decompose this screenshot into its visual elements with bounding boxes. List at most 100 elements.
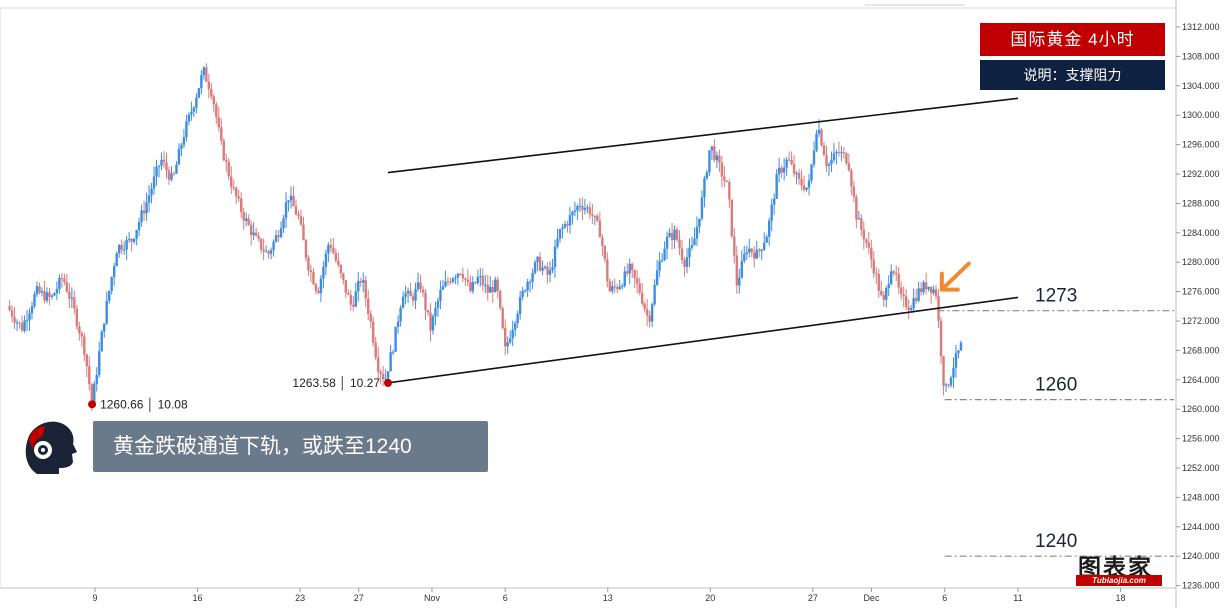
candle-body bbox=[187, 114, 191, 122]
candlestick-series bbox=[8, 63, 963, 412]
candle-body bbox=[690, 245, 694, 248]
candle-body bbox=[591, 214, 594, 216]
candle-body bbox=[25, 320, 29, 322]
candle-body bbox=[645, 309, 649, 316]
candle-body bbox=[563, 224, 567, 228]
candle-body bbox=[130, 238, 133, 242]
candle-body bbox=[573, 210, 577, 212]
candle-body bbox=[322, 266, 325, 279]
candle-body bbox=[787, 159, 791, 161]
candle-body bbox=[456, 273, 460, 278]
candle-body bbox=[650, 304, 654, 322]
candle-body bbox=[820, 129, 823, 146]
candle-body bbox=[728, 182, 731, 200]
candle-body bbox=[292, 195, 295, 207]
candle-body bbox=[127, 238, 131, 240]
candle-body bbox=[416, 282, 420, 290]
candle-body bbox=[53, 293, 56, 296]
candle-body bbox=[626, 271, 629, 274]
candle-body bbox=[770, 204, 773, 221]
candle-body bbox=[504, 328, 507, 347]
y-tick-label: 1260.000 bbox=[1182, 404, 1220, 414]
candle-body bbox=[379, 371, 382, 374]
candle-body bbox=[518, 296, 522, 314]
candle-body bbox=[421, 289, 425, 293]
candle-body bbox=[658, 261, 661, 271]
candle-body bbox=[720, 162, 724, 177]
candle-body bbox=[120, 244, 123, 250]
candle-body bbox=[122, 249, 126, 251]
y-tick-label: 1288.000 bbox=[1182, 198, 1220, 208]
candle-body bbox=[202, 67, 206, 76]
candle-body bbox=[476, 277, 480, 283]
candle-body bbox=[882, 295, 885, 300]
candle-body bbox=[115, 253, 118, 267]
candle-body bbox=[337, 260, 340, 265]
candle-body bbox=[15, 322, 19, 324]
candle-body bbox=[730, 199, 734, 237]
candle-body bbox=[155, 166, 158, 177]
candle-body bbox=[157, 165, 161, 167]
candle-body bbox=[571, 211, 574, 216]
x-tick-label: 23 bbox=[295, 593, 305, 603]
candle-body bbox=[558, 228, 562, 239]
candle-body bbox=[30, 306, 34, 314]
x-tick-label: 6 bbox=[503, 593, 508, 603]
candle-body bbox=[668, 232, 671, 237]
candle-body bbox=[660, 259, 664, 262]
candle-body bbox=[55, 288, 59, 294]
candle-body bbox=[847, 163, 851, 171]
candle-body bbox=[257, 235, 260, 239]
candle-body bbox=[817, 129, 821, 134]
candle-body bbox=[70, 297, 74, 299]
candle-body bbox=[217, 117, 220, 128]
candle-body bbox=[680, 248, 684, 261]
candle-body bbox=[959, 342, 963, 351]
candle-body bbox=[902, 294, 905, 297]
candle-body bbox=[546, 266, 549, 275]
candle-body bbox=[394, 326, 397, 352]
candle-body bbox=[50, 295, 54, 297]
candle-body bbox=[112, 266, 116, 278]
candle-body bbox=[797, 173, 801, 179]
candle-body bbox=[342, 273, 345, 281]
candle-body bbox=[673, 229, 676, 241]
candle-body bbox=[165, 162, 168, 171]
candle-body bbox=[484, 284, 487, 286]
y-tick-label: 1296.000 bbox=[1182, 140, 1220, 150]
candle-body bbox=[197, 88, 201, 98]
candle-body bbox=[942, 356, 945, 386]
candle-body bbox=[556, 238, 559, 247]
candle-body bbox=[583, 208, 587, 210]
low-point-label: 1263.58 │ 10.27 bbox=[292, 376, 380, 391]
candle-body bbox=[207, 81, 211, 90]
x-tick-label: 9 bbox=[92, 593, 97, 603]
candle-body bbox=[822, 145, 826, 156]
candle-body bbox=[578, 205, 582, 207]
candle-body bbox=[200, 75, 203, 89]
candle-body bbox=[359, 281, 362, 283]
candle-body bbox=[210, 89, 213, 97]
candle-body bbox=[479, 275, 482, 278]
candle-body bbox=[289, 195, 293, 201]
candle-body bbox=[78, 326, 81, 334]
candle-body bbox=[521, 290, 524, 297]
candle-body bbox=[912, 298, 915, 309]
candle-body bbox=[835, 152, 838, 154]
candle-body bbox=[832, 153, 836, 160]
candle-body bbox=[758, 249, 761, 251]
candle-body bbox=[259, 238, 263, 250]
candle-body bbox=[302, 224, 305, 241]
candle-body bbox=[533, 262, 537, 273]
candle-body bbox=[750, 248, 753, 253]
candle-body bbox=[561, 227, 564, 229]
candle-body bbox=[855, 196, 858, 220]
candle-body bbox=[603, 245, 607, 260]
candle-body bbox=[516, 313, 519, 324]
candle-body bbox=[83, 336, 86, 355]
candle-body bbox=[449, 281, 452, 283]
y-tick-label: 1268.000 bbox=[1182, 345, 1220, 355]
candle-body bbox=[429, 312, 432, 331]
candle-body bbox=[269, 250, 273, 254]
candle-body bbox=[753, 252, 756, 259]
